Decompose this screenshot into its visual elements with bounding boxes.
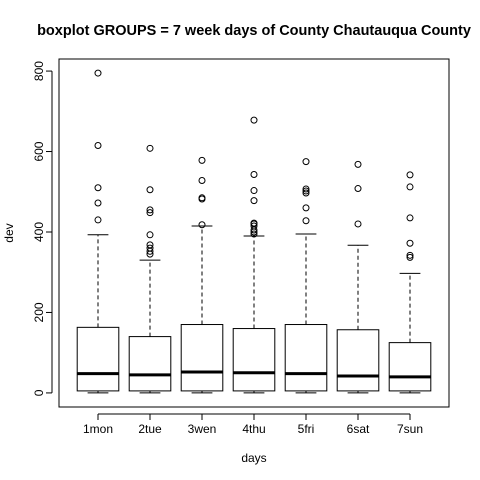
x-tick-label: 2tue <box>138 422 162 436</box>
outlier-point <box>354 220 362 228</box>
outlier-point <box>198 176 206 184</box>
outlier-point <box>146 186 154 194</box>
plot-frame <box>58 58 450 408</box>
box-iqr <box>180 324 224 392</box>
outlier-point <box>198 221 206 229</box>
outlier-point <box>354 185 362 193</box>
outlier-point <box>146 209 154 217</box>
outlier-point <box>406 171 414 179</box>
chart-title: boxplot GROUPS = 7 week days of County C… <box>37 23 471 39</box>
x-tick-label: 6sat <box>347 422 370 436</box>
outlier-point <box>302 189 310 197</box>
box-1mon <box>76 69 120 394</box>
outlier-point <box>146 206 154 214</box>
box-iqr <box>284 324 328 392</box>
y-tick-label: 400 <box>32 222 46 242</box>
outlier-point <box>250 197 258 205</box>
box-4thu <box>232 116 276 394</box>
x-tick-label: 7sun <box>397 422 423 436</box>
box-7sun <box>388 171 432 394</box>
outlier-point <box>302 217 310 225</box>
boxes-layer <box>76 69 432 394</box>
y-axis-label: dev <box>2 223 16 242</box>
outlier-point <box>406 214 414 222</box>
outlier-point <box>302 185 310 193</box>
outlier-point <box>94 141 102 149</box>
box-iqr <box>232 328 276 392</box>
box-iqr <box>336 329 380 392</box>
box-2tue <box>128 144 172 394</box>
outlier-point <box>250 219 258 227</box>
outlier-point <box>302 204 310 212</box>
outlier-point <box>94 199 102 207</box>
y-tick-label: 0 <box>32 389 46 396</box>
y-axis: 0 200 400 600 800 <box>32 61 53 396</box>
outlier-point <box>250 222 258 230</box>
outlier-point <box>406 251 414 259</box>
box-iqr <box>76 326 120 392</box>
outlier-point <box>406 253 414 261</box>
box-iqr <box>128 336 172 392</box>
y-tick-label: 600 <box>32 141 46 161</box>
outlier-point <box>94 69 102 77</box>
outlier-point <box>146 144 154 152</box>
outlier-point <box>406 239 414 247</box>
outlier-point <box>198 194 206 202</box>
x-tick-label: 4thu <box>242 422 265 436</box>
box-6sat <box>336 160 380 394</box>
outlier-point <box>146 244 154 252</box>
box-iqr <box>388 342 432 392</box>
x-tick-label: 3wen <box>188 422 217 436</box>
x-tick-label: 1mon <box>83 422 113 436</box>
y-tick-label: 800 <box>32 61 46 81</box>
box-3wen <box>180 156 224 394</box>
outlier-point <box>250 116 258 124</box>
outlier-point <box>94 216 102 224</box>
outlier-point <box>146 231 154 239</box>
outlier-point <box>250 230 258 238</box>
outlier-point <box>250 170 258 178</box>
outlier-point <box>146 241 154 249</box>
box-5fri <box>284 158 328 394</box>
outlier-point <box>94 184 102 192</box>
outlier-point <box>302 158 310 166</box>
outlier-point <box>354 160 362 168</box>
outlier-point <box>406 183 414 191</box>
outlier-point <box>250 187 258 195</box>
x-tick-label: 5fri <box>298 422 315 436</box>
x-axis-label: days <box>241 451 266 465</box>
y-tick-label: 200 <box>32 302 46 322</box>
outlier-point <box>302 187 310 195</box>
outlier-point <box>198 156 206 164</box>
x-axis: 1mon 2tue 3wen 4thu 5fri 6sat 7sun <box>83 413 423 436</box>
